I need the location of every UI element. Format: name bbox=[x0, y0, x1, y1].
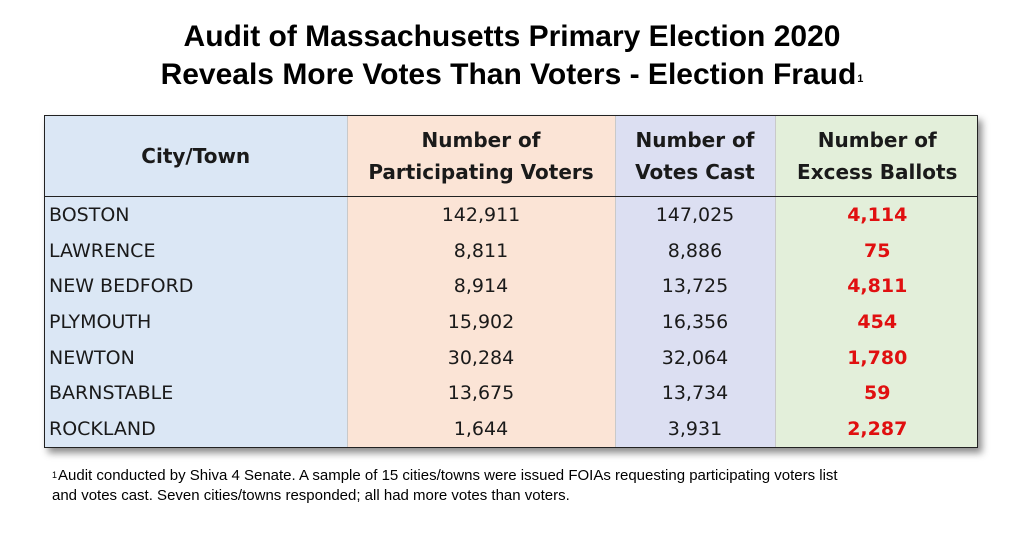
cell-city: PLYMOUTH bbox=[45, 304, 348, 340]
cell-excess-ballots: 4,114 bbox=[775, 196, 977, 233]
table-row: NEW BEDFORD 8,914 13,725 4,811 bbox=[45, 268, 977, 305]
cell-excess-ballots: 2,287 bbox=[775, 411, 977, 447]
title-footnote-marker: 1 bbox=[857, 73, 864, 85]
table-row: NEWTON 30,284 32,064 1,780 bbox=[45, 339, 977, 376]
header-excess-ballots: Number of Excess Ballots bbox=[775, 116, 977, 197]
footnote-marker: 1 bbox=[52, 470, 58, 480]
cell-votes-cast: 13,725 bbox=[615, 268, 776, 305]
cell-excess-ballots: 1,780 bbox=[775, 339, 977, 376]
title-line-2-text: Reveals More Votes Than Voters - Electio… bbox=[160, 58, 857, 91]
cell-participating: 8,811 bbox=[347, 232, 616, 269]
header-votes-cast: Number of Votes Cast bbox=[615, 116, 776, 197]
table-row: BARNSTABLE 13,675 13,734 59 bbox=[45, 375, 977, 412]
cell-votes-cast: 3,931 bbox=[615, 411, 776, 447]
table-row: ROCKLAND 1,644 3,931 2,287 bbox=[45, 411, 977, 447]
table-row: LAWRENCE 8,811 8,886 75 bbox=[45, 232, 977, 269]
cell-city: BOSTON bbox=[45, 196, 348, 233]
header-participating-voters: Number of Participating Voters bbox=[347, 116, 616, 197]
cell-participating: 30,284 bbox=[347, 339, 616, 376]
header-city-text: City/Town bbox=[141, 144, 251, 168]
cell-city: ROCKLAND bbox=[45, 411, 348, 447]
cell-votes-cast: 13,734 bbox=[615, 375, 776, 412]
table-row: BOSTON 142,911 147,025 4,114 bbox=[45, 196, 977, 233]
footnote: 1Audit conducted by Shiva 4 Senate. A sa… bbox=[52, 466, 992, 506]
header-votes-line-1: Number of bbox=[635, 128, 755, 152]
cell-participating: 8,914 bbox=[347, 268, 616, 305]
results-table: City/Town Number of Participating Voters… bbox=[45, 116, 977, 447]
cell-votes-cast: 32,064 bbox=[615, 339, 776, 376]
cell-participating: 1,644 bbox=[347, 411, 616, 447]
table-row: PLYMOUTH 15,902 16,356 454 bbox=[45, 304, 977, 340]
cell-excess-ballots: 59 bbox=[775, 375, 977, 412]
header-participating-line-2: Participating Voters bbox=[368, 160, 594, 184]
cell-excess-ballots: 75 bbox=[775, 232, 977, 269]
header-participating-line-1: Number of bbox=[421, 128, 541, 152]
footnote-line-1-text: Audit conducted by Shiva 4 Senate. A sam… bbox=[58, 467, 838, 484]
footnote-line-2: and votes cast. Seven cities/towns respo… bbox=[52, 487, 570, 504]
page-title: Audit of Massachusetts Primary Election … bbox=[0, 18, 1024, 94]
cell-city: BARNSTABLE bbox=[45, 375, 348, 412]
table-header-row: City/Town Number of Participating Voters… bbox=[45, 116, 977, 197]
cell-participating: 13,675 bbox=[347, 375, 616, 412]
cell-city: NEWTON bbox=[45, 339, 348, 376]
cell-excess-ballots: 454 bbox=[775, 304, 977, 340]
footnote-line-1: 1Audit conducted by Shiva 4 Senate. A sa… bbox=[52, 466, 992, 486]
header-votes-line-2: Votes Cast bbox=[635, 160, 755, 184]
cell-participating: 15,902 bbox=[347, 304, 616, 340]
header-excess-line-1: Number of bbox=[817, 128, 937, 152]
cell-city: NEW BEDFORD bbox=[45, 268, 348, 305]
header-city-town: City/Town bbox=[45, 116, 348, 197]
cell-votes-cast: 16,356 bbox=[615, 304, 776, 340]
cell-excess-ballots: 4,811 bbox=[775, 268, 977, 305]
cell-votes-cast: 147,025 bbox=[615, 196, 776, 233]
header-excess-line-2: Excess Ballots bbox=[797, 160, 958, 184]
title-line-1: Audit of Massachusetts Primary Election … bbox=[183, 20, 841, 53]
cell-votes-cast: 8,886 bbox=[615, 232, 776, 269]
cell-city: LAWRENCE bbox=[45, 232, 348, 269]
cell-participating: 142,911 bbox=[347, 196, 616, 233]
results-table-container: City/Town Number of Participating Voters… bbox=[44, 115, 978, 448]
title-line-2: Reveals More Votes Than Voters - Electio… bbox=[0, 56, 1024, 94]
